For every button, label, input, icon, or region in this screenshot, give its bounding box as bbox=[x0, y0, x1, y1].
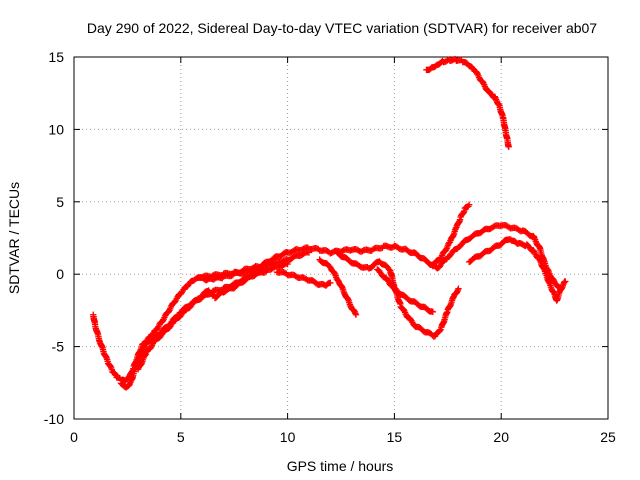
chart-title: Day 290 of 2022, Sidereal Day-to-day VTE… bbox=[87, 20, 597, 36]
x-tick-label: 5 bbox=[177, 429, 185, 445]
series-arc-5 bbox=[273, 268, 334, 289]
series-arc-11 bbox=[423, 55, 512, 150]
data-point bbox=[445, 240, 452, 247]
data-point bbox=[263, 268, 270, 275]
y-axis-label: SDTVAR / TECUs bbox=[6, 182, 22, 294]
x-axis-label: GPS time / hours bbox=[287, 458, 394, 474]
x-tick-label: 0 bbox=[70, 429, 78, 445]
data-point bbox=[455, 285, 462, 292]
data-point bbox=[473, 69, 481, 77]
data-point bbox=[352, 311, 360, 318]
data-point bbox=[442, 246, 450, 254]
series-arc-8 bbox=[374, 266, 437, 316]
data-point bbox=[400, 306, 407, 313]
series-arc-4 bbox=[194, 249, 313, 284]
data-point bbox=[562, 278, 569, 285]
data-point bbox=[209, 291, 217, 298]
data-point bbox=[159, 317, 167, 324]
series-arc-9 bbox=[429, 201, 473, 270]
y-tick-label: -10 bbox=[44, 411, 64, 427]
data-point bbox=[436, 327, 443, 335]
grid bbox=[74, 57, 608, 419]
x-tick-label: 15 bbox=[387, 429, 403, 445]
y-tick-label: 5 bbox=[56, 194, 64, 210]
data-series bbox=[90, 55, 569, 391]
y-tick-labels: -10 -5 0 5 10 15 bbox=[44, 49, 64, 427]
x-tick-label: 10 bbox=[280, 429, 296, 445]
data-point bbox=[429, 308, 437, 316]
x-tick-label: 20 bbox=[493, 429, 509, 445]
series-arc-10 bbox=[465, 236, 569, 304]
data-point bbox=[327, 279, 334, 287]
x-tick-labels: 0 5 10 15 20 25 bbox=[70, 429, 616, 445]
y-tick-label: -5 bbox=[52, 339, 65, 355]
series-arc-3 bbox=[134, 268, 270, 373]
data-point bbox=[465, 201, 473, 208]
data-point bbox=[165, 308, 172, 315]
y-tick-label: 10 bbox=[48, 121, 64, 137]
x-tick-label: 25 bbox=[600, 429, 616, 445]
data-point bbox=[305, 249, 313, 256]
data-point bbox=[331, 269, 338, 276]
series-arc-6 bbox=[316, 256, 360, 318]
data-point bbox=[112, 371, 119, 378]
y-tick-label: 0 bbox=[56, 266, 64, 282]
data-point bbox=[261, 269, 269, 276]
data-point bbox=[505, 143, 512, 150]
y-tick-label: 15 bbox=[48, 49, 64, 65]
plot-frame bbox=[73, 56, 609, 420]
axis-ticks bbox=[73, 56, 609, 420]
